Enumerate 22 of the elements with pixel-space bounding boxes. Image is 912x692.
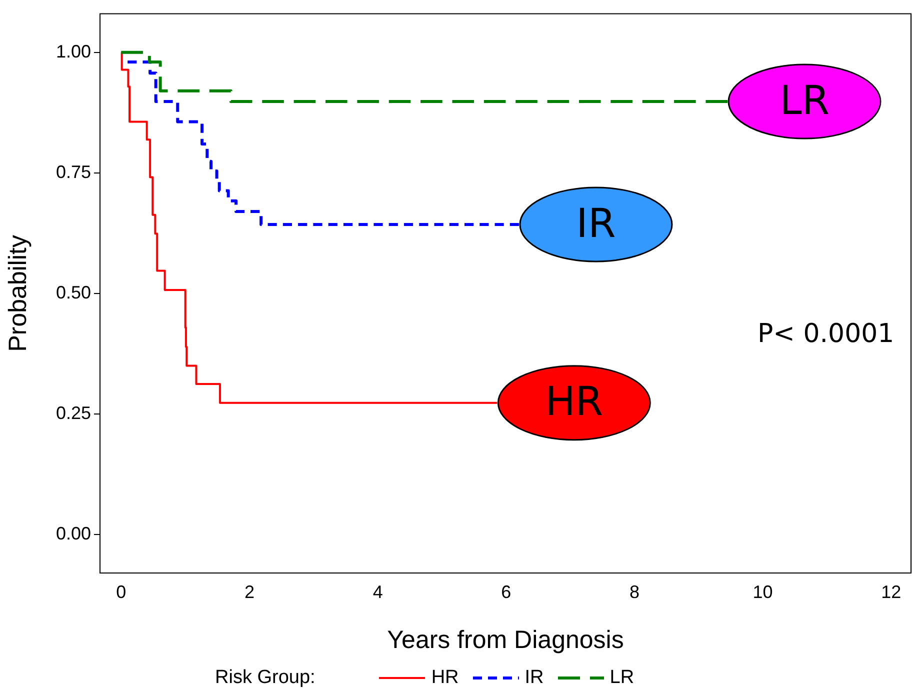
legend-label: LR [610,667,634,689]
text: HR [545,379,604,426]
legend-label: IR [524,667,544,689]
x-tick-label: 4 [372,582,383,602]
x-tick-label: 12 [881,582,902,602]
y-tick-label: 1.00 [56,41,91,62]
x-tick-label: 8 [629,582,640,602]
legend-label: HR [431,667,459,689]
y-tick-label: 0.75 [56,162,91,182]
y-axis-title: Probability [4,234,32,352]
x-tick-label: 2 [244,582,255,602]
text: LR [779,78,830,124]
y-tick-label: 0.25 [56,402,91,423]
text: IR [576,200,616,247]
x-axis-title: Years from Diagnosis [387,626,624,654]
annotation: P< 0.0001 [757,319,894,350]
x-tick-label: 6 [501,582,512,602]
y-tick-label: 0.00 [56,523,91,544]
legend-title: Risk Group: [215,667,316,689]
x-tick-label: 0 [116,582,126,602]
y-tick-label: 0.50 [56,282,91,302]
x-tick-label: 10 [752,582,773,602]
